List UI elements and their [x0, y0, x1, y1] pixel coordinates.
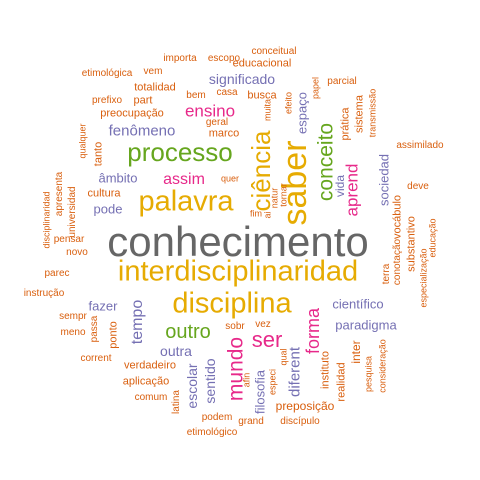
word: verdadeiro [124, 359, 176, 372]
word: comum [134, 392, 168, 403]
word: consideração [377, 339, 388, 393]
word: preposição [275, 399, 335, 413]
word: assim [163, 171, 205, 188]
word: processo [127, 137, 233, 167]
word: tornar [278, 183, 289, 207]
word: muita [262, 98, 273, 122]
word: significado [208, 71, 276, 87]
word: ensino [184, 101, 236, 121]
word: tempo [129, 299, 146, 345]
word: tanto [92, 141, 105, 167]
word: interdisciplinaridad [117, 255, 359, 288]
word: conotação [392, 238, 403, 286]
word: educação [427, 218, 438, 258]
word: prática [339, 107, 352, 141]
word: parec [44, 268, 70, 279]
word: busca [247, 89, 277, 102]
word: instituto [319, 351, 332, 389]
word: casa [216, 87, 238, 98]
word: escopo [207, 53, 241, 64]
word: especi [267, 368, 278, 396]
word: deve [407, 181, 429, 192]
word: prefixo [91, 95, 123, 106]
word: conhecimento [107, 218, 369, 265]
word: geral [205, 117, 229, 128]
word: pesquisa [363, 355, 374, 393]
word: preocupação [100, 107, 164, 120]
word: fim [250, 208, 262, 219]
word: etimológica [81, 68, 133, 79]
word: marco [208, 127, 240, 140]
word: ponto [107, 321, 120, 349]
word: sobr [225, 321, 245, 332]
word: meno [60, 327, 86, 338]
word: parcial [327, 76, 357, 87]
word: grand [238, 416, 264, 427]
word: bem [186, 90, 206, 101]
word: qualquer [77, 123, 88, 159]
word: quer [220, 173, 240, 184]
word: assimilado [396, 140, 444, 151]
word: conceitual [251, 46, 297, 57]
word: sociedad [376, 153, 392, 207]
word: especialização [418, 248, 429, 308]
word: vez [255, 319, 271, 330]
word: ser [251, 327, 283, 352]
word: vocábulo [391, 194, 404, 240]
word: sempr [59, 311, 87, 322]
word: outra [160, 343, 192, 359]
word: efeito [283, 91, 294, 115]
word: cultura [87, 187, 121, 200]
word: sentido [202, 358, 218, 404]
word: fenômeno [108, 122, 176, 140]
word: podem [201, 412, 233, 423]
word: pensar [53, 234, 85, 245]
word: etimológico [186, 427, 238, 438]
word: científico [332, 296, 384, 312]
word: apresenta [54, 171, 65, 217]
word: paradigma [335, 317, 397, 333]
word: discípulo [280, 416, 320, 427]
word: universidad [67, 186, 78, 238]
word: forma [303, 307, 323, 355]
word: educacional [232, 57, 292, 70]
word: outro [165, 321, 211, 343]
word: latina [171, 390, 182, 414]
word: escolar [184, 363, 200, 409]
word: palavra [138, 185, 234, 218]
word: disciplina [172, 287, 292, 320]
word: ai [262, 211, 273, 219]
word: vem [143, 66, 163, 77]
word: diferent [286, 346, 304, 398]
word: inter [349, 340, 363, 364]
word: sistema [353, 95, 366, 133]
word: filosofia [252, 369, 268, 415]
word: importa [163, 53, 197, 64]
word: espaço [294, 92, 310, 134]
word: instrução [23, 288, 65, 299]
word: papel [310, 76, 321, 100]
word: qual [278, 348, 289, 366]
word: passa [89, 315, 100, 343]
word: aplicação [122, 375, 170, 388]
word: afin [241, 372, 252, 388]
word: mundo [224, 336, 248, 402]
word: corrent [80, 353, 112, 364]
word: terra [381, 263, 392, 285]
word: pode [93, 201, 123, 217]
word: fazer [88, 298, 118, 314]
word: novo [66, 247, 88, 258]
word: realidad [335, 362, 348, 402]
word: part [133, 94, 153, 107]
word: transmissão [367, 88, 378, 138]
word: totalidad [134, 81, 176, 94]
word: vida [333, 174, 347, 198]
word: disciplinaridad [41, 191, 52, 249]
word: substantivo [405, 216, 418, 272]
word: âmbito [98, 170, 138, 186]
